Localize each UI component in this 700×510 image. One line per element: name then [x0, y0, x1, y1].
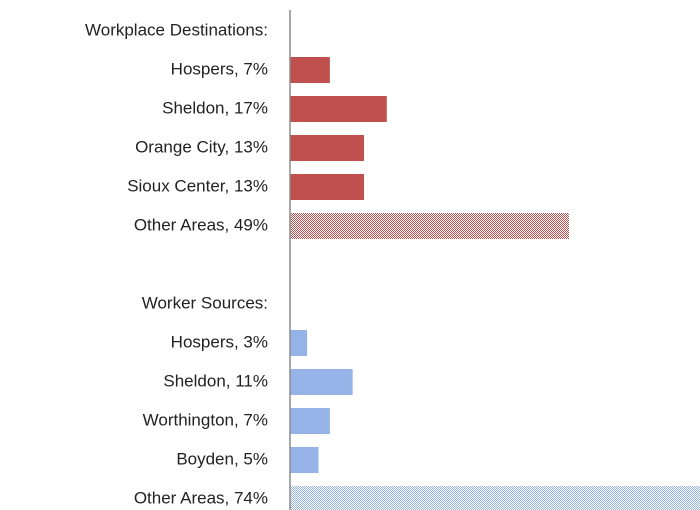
- category-label: Sheldon, 17%: [162, 98, 268, 117]
- category-label: Worthington, 7%: [143, 410, 268, 429]
- bar: [290, 408, 330, 434]
- bar: [290, 135, 365, 161]
- category-label: Other Areas, 49%: [134, 215, 268, 234]
- category-label: Orange City, 13%: [135, 137, 268, 156]
- category-label: Workplace Destinations:: [85, 20, 268, 39]
- category-label: Worker Sources:: [142, 293, 268, 312]
- bar: [290, 330, 308, 356]
- bar: [290, 174, 365, 200]
- bar: [290, 57, 330, 83]
- bar: [290, 213, 570, 239]
- category-label: Boyden, 5%: [176, 449, 268, 468]
- category-label: Hospers, 7%: [171, 59, 268, 78]
- category-label: Other Areas, 74%: [134, 488, 268, 507]
- bar: [290, 447, 319, 473]
- category-label: Sioux Center, 13%: [127, 176, 268, 195]
- bar: [290, 96, 387, 122]
- category-label: Sheldon, 11%: [163, 371, 268, 390]
- category-label: Hospers, 3%: [171, 332, 268, 351]
- bar: [290, 369, 353, 395]
- bar: [290, 486, 700, 510]
